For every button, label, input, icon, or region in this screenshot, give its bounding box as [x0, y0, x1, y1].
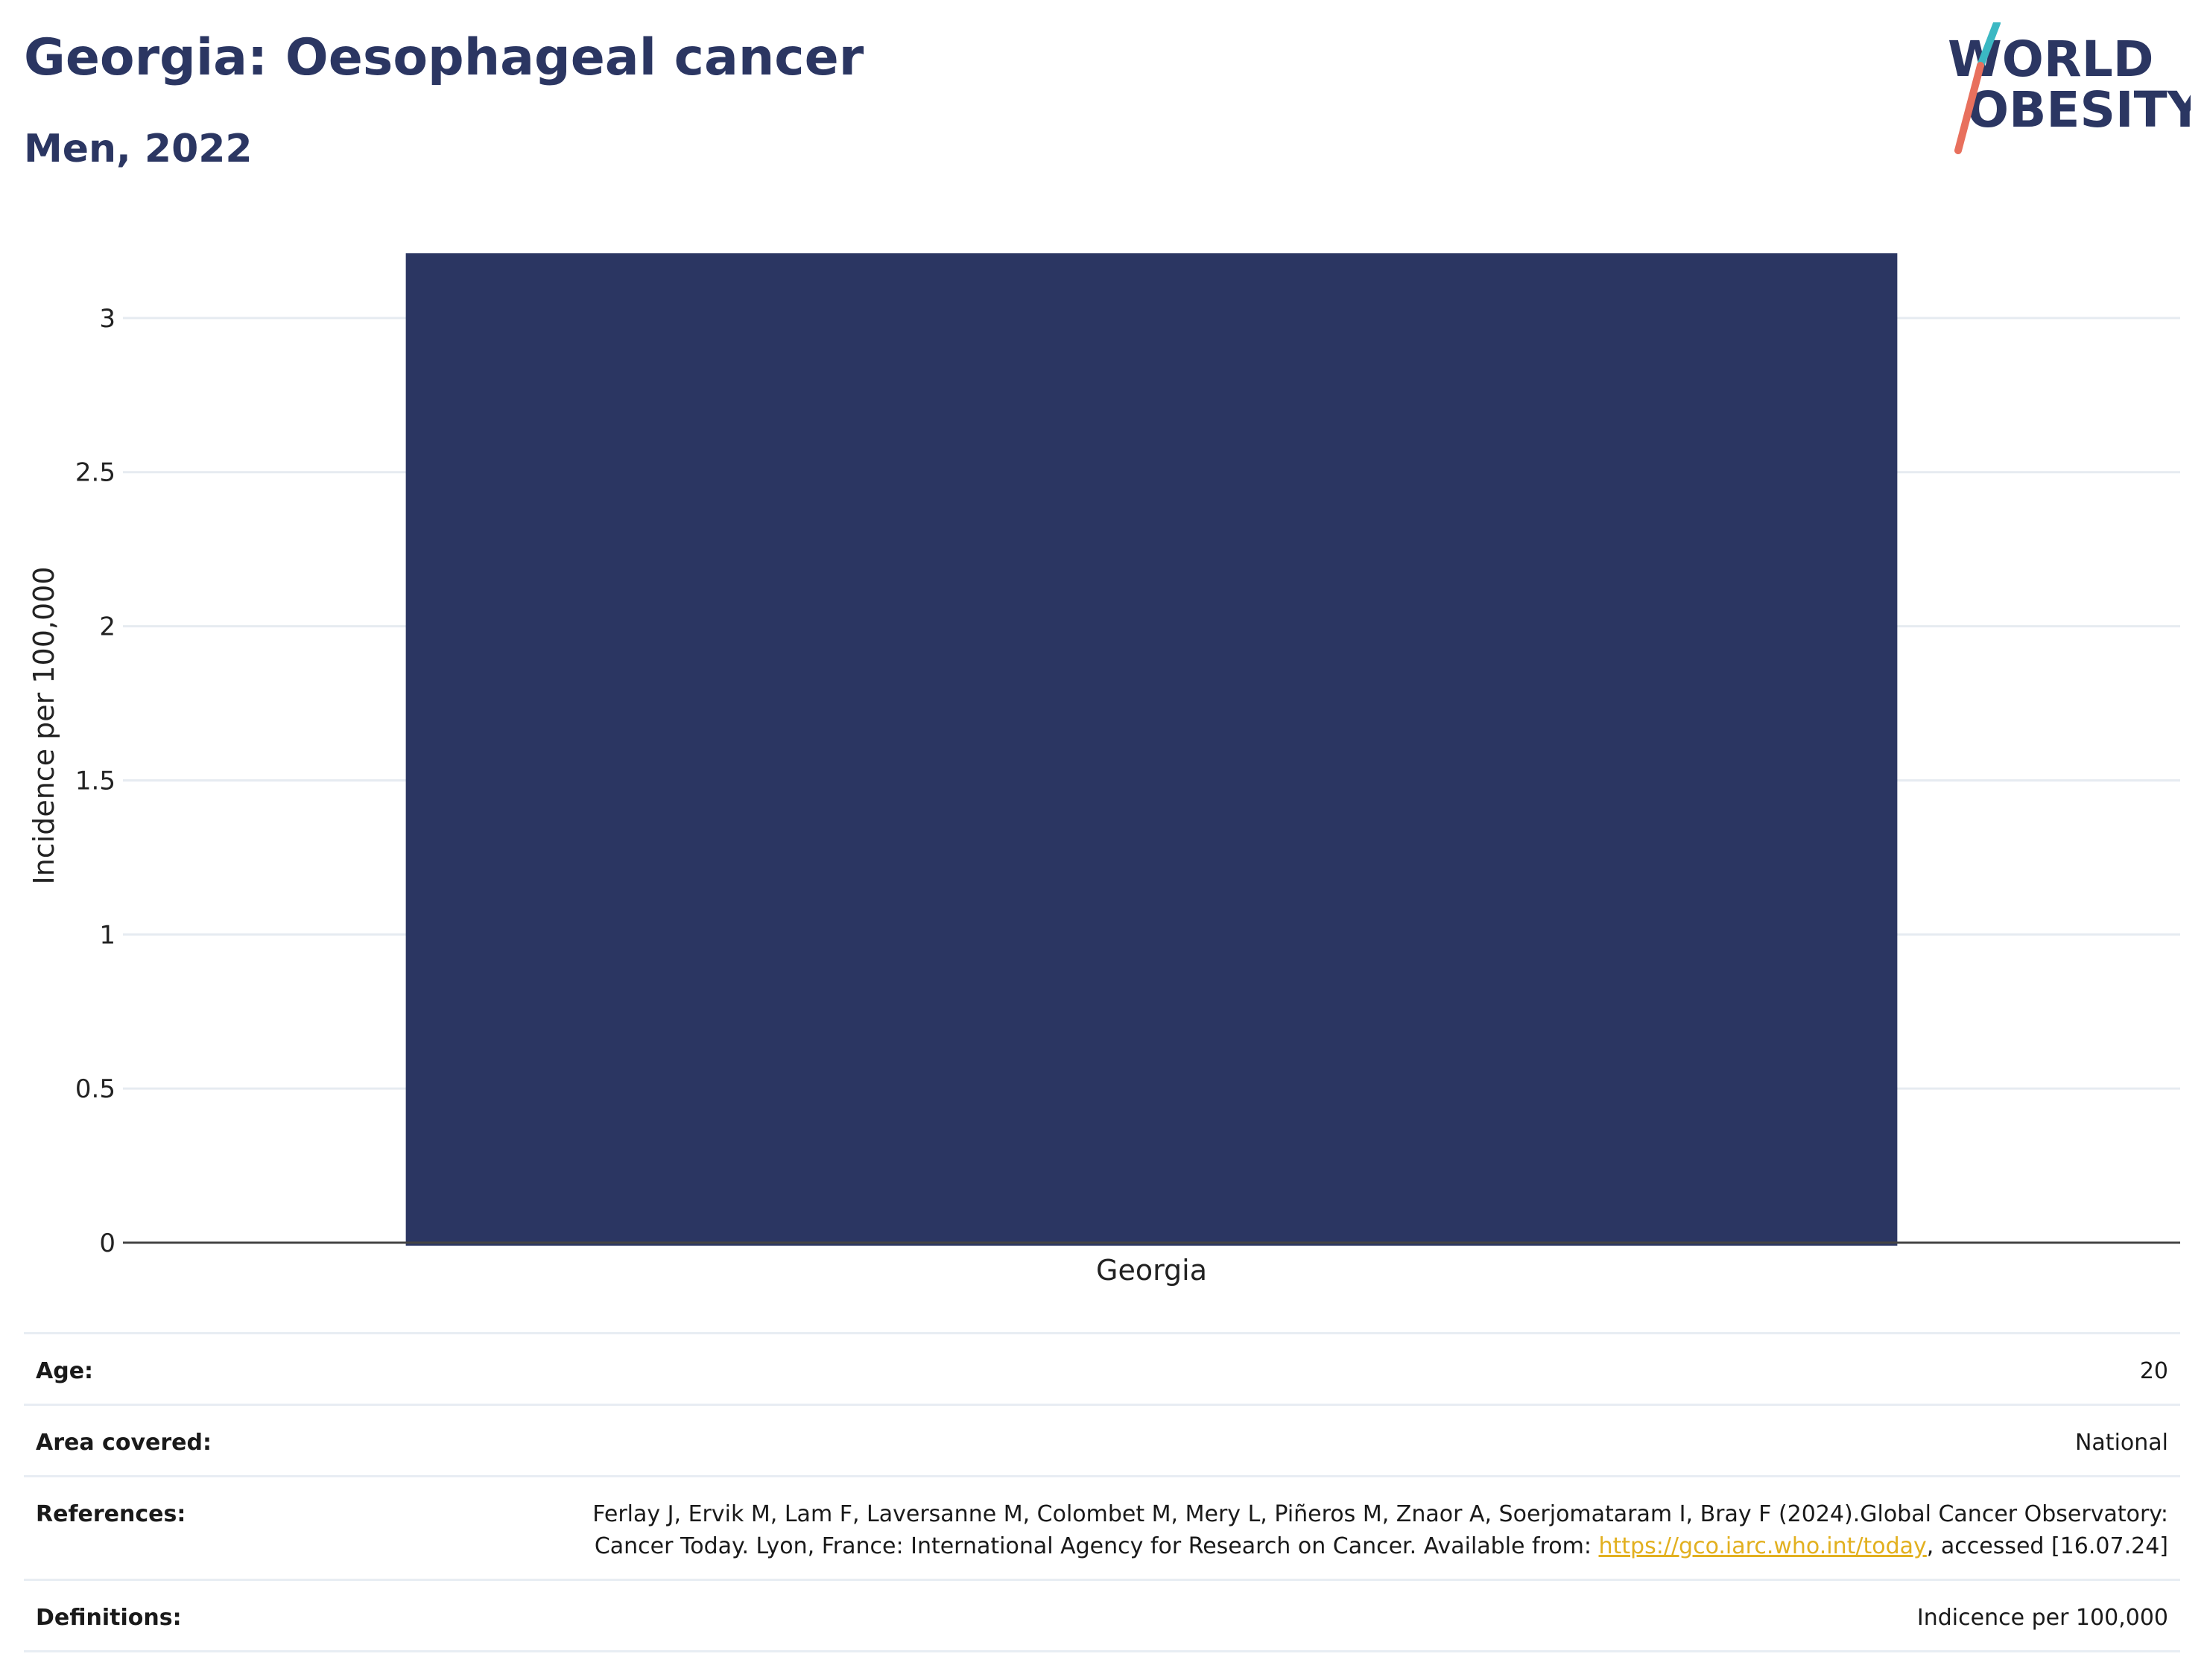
table-row-references: References: Ferlay J, Ervik M, Lam F, La… — [24, 1476, 2180, 1580]
table-row-definitions: Definitions: Indicence per 100,000 — [24, 1579, 2180, 1652]
references-text-start: Ferlay J, Ervik M, Lam F, Laversanne M, … — [592, 1501, 2168, 1559]
bar-georgia — [405, 253, 1898, 1246]
x-tick-label: Georgia — [1096, 1254, 1207, 1287]
y-tick-label: 1.5 — [75, 766, 115, 796]
references-label: References: — [36, 1501, 186, 1527]
y-tick-label: 0.5 — [75, 1074, 115, 1104]
y-tick-label: 2 — [99, 612, 115, 642]
logo-slash-top — [1977, 22, 2001, 69]
logo-line-obesity: OBESITY — [1967, 81, 2191, 139]
age-value: 20 — [2139, 1358, 2168, 1384]
x-axis-ticks: Georgia — [1096, 1254, 1207, 1287]
definitions-value: Indicence per 100,000 — [1916, 1605, 2168, 1631]
age-label: Age: — [36, 1358, 94, 1384]
y-tick-label: 1 — [99, 920, 115, 950]
info-table: Age: 20 Area covered: National Reference… — [24, 1332, 2180, 1652]
world-obesity-logo: WORLD OBESITY — [1948, 22, 2191, 154]
y-tick-label: 3 — [99, 304, 115, 334]
references-text-end: , accessed [16.07.24] — [1926, 1533, 2168, 1559]
y-axis-title: Incidence per 100,000 — [28, 566, 60, 884]
y-axis-ticks: 0 0.5 1 1.5 2 2.5 3 — [75, 304, 115, 1258]
definitions-label: Definitions: — [36, 1605, 182, 1631]
references-value: Ferlay J, Ervik M, Lam F, Laversanne M, … — [569, 1477, 2180, 1580]
bars — [405, 253, 1898, 1246]
chart-subtitle: Men, 2022 — [24, 127, 253, 171]
bar-chart: 0 0.5 1 1.5 2 2.5 3 Georgia Incidence per 100,… — [28, 253, 2180, 1287]
references-link[interactable]: https://gco.iarc.who.int/today — [1598, 1533, 1927, 1559]
logo-slash-bottom — [1954, 62, 1984, 154]
table-row-age: Age: 20 — [24, 1333, 2180, 1405]
y-tick-label: 2.5 — [75, 458, 115, 488]
area-covered-label: Area covered: — [36, 1430, 212, 1456]
y-tick-label: 0 — [99, 1229, 115, 1258]
area-covered-value: National — [2074, 1430, 2168, 1456]
chart-title: Georgia: Oesophageal cancer — [24, 28, 864, 87]
table-row-area: Area covered: National — [24, 1404, 2180, 1477]
